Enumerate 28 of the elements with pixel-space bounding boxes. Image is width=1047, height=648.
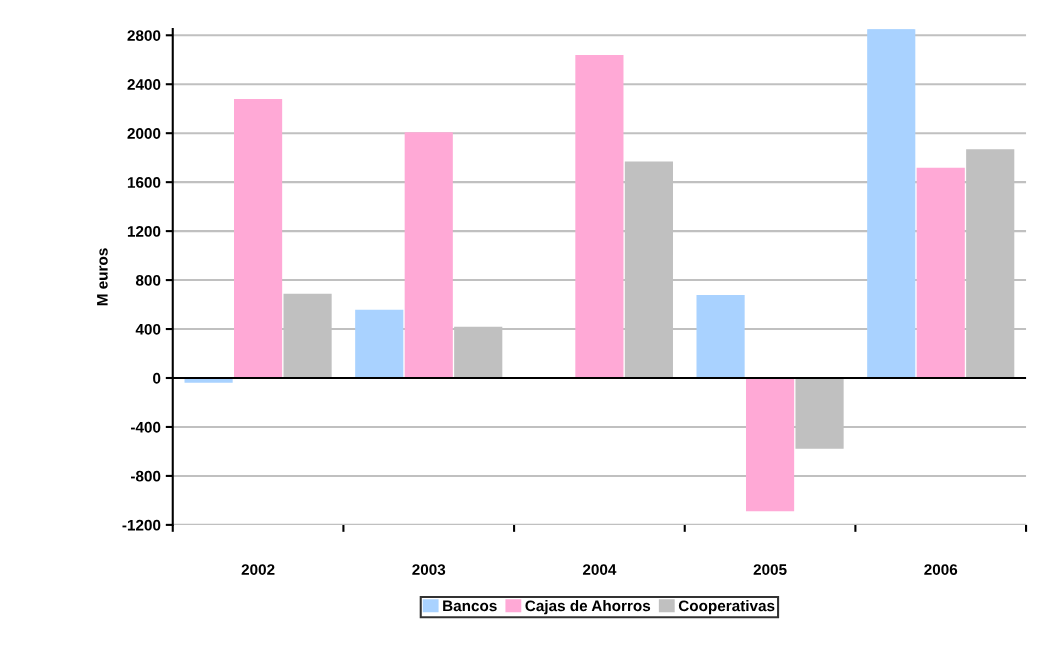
- y-tick-label: 0: [153, 372, 161, 384]
- y-tick-label: 1600: [127, 177, 161, 188]
- bar: [745, 376, 795, 512]
- bar: [575, 55, 624, 380]
- x-tick-label: 2005: [753, 564, 787, 575]
- legend-label: Cajas de Ahorros: [525, 600, 651, 615]
- y-tick-label: 2000: [127, 128, 161, 139]
- y-tick-label: 1200: [127, 225, 161, 237]
- y-tick-label: -800: [130, 470, 161, 482]
- y-tick-label: 800: [135, 274, 161, 286]
- y-tick-label: 2800: [127, 30, 161, 41]
- bar: [696, 294, 745, 380]
- y-axis-title: M euros: [97, 248, 108, 306]
- bar: [234, 99, 283, 380]
- x-tick-label: 2006: [924, 564, 958, 575]
- x-tick-label: 2003: [412, 564, 446, 576]
- bar: [916, 167, 965, 380]
- y-tick-label: 400: [135, 323, 161, 335]
- x-tick-label: 2002: [241, 564, 275, 575]
- y-tick-label: -1200: [122, 519, 161, 531]
- x-tick-label: 2004: [582, 564, 617, 575]
- y-tick-label: 2400: [127, 79, 161, 90]
- legend-label: Cooperativas: [678, 600, 775, 615]
- bar: [867, 29, 916, 380]
- bar: [355, 309, 404, 380]
- y-tick-label: -400: [130, 421, 161, 433]
- bar: [404, 132, 453, 380]
- legend-label: Bancos: [443, 600, 497, 612]
